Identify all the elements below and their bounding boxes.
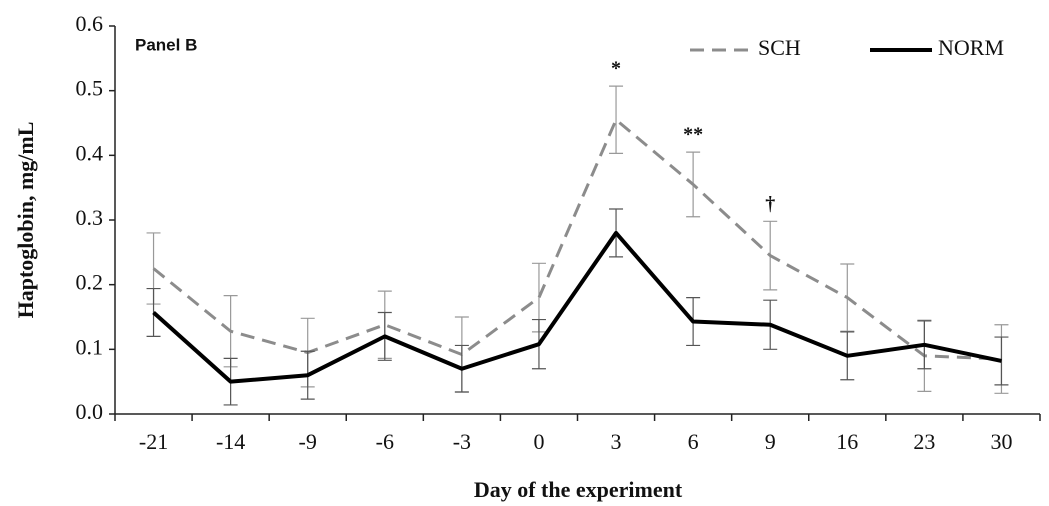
x-tick-label: 16 xyxy=(836,429,858,454)
y-tick-label: 0.1 xyxy=(76,334,104,359)
series-line xyxy=(152,118,1002,361)
y-tick-label: 0.6 xyxy=(76,11,104,36)
x-tick-label: -21 xyxy=(139,429,168,454)
x-tick-label: -9 xyxy=(299,429,317,454)
x-tick-label: 6 xyxy=(688,429,699,454)
series-line xyxy=(152,230,1002,384)
legend-label: NORM xyxy=(938,35,1004,60)
error-bar xyxy=(609,85,624,154)
x-tick-label: -3 xyxy=(453,429,471,454)
y-tick-label: 0.0 xyxy=(76,399,104,424)
x-tick-label: 3 xyxy=(611,429,622,454)
annotation: † xyxy=(765,193,775,215)
x-tick-label: -6 xyxy=(376,429,394,454)
annotation: ** xyxy=(683,124,703,146)
annotation: * xyxy=(611,58,621,80)
y-tick-label: 0.4 xyxy=(76,140,104,165)
x-tick-label: 0 xyxy=(533,429,544,454)
panel-label: Panel B xyxy=(135,35,197,54)
x-tick-label: -14 xyxy=(216,429,245,454)
y-tick-label: 0.3 xyxy=(76,205,104,230)
y-axis-title: Haptoglobin, mg/mL xyxy=(13,122,38,319)
x-tick-label: 9 xyxy=(765,429,776,454)
legend-label: SCH xyxy=(758,35,801,60)
y-tick-label: 0.5 xyxy=(76,76,104,101)
error-bar xyxy=(994,336,1009,386)
x-tick-label: 30 xyxy=(990,429,1012,454)
x-axis-title: Day of the experiment xyxy=(474,477,683,502)
y-tick-label: 0.2 xyxy=(76,270,104,295)
x-tick-label: 23 xyxy=(913,429,935,454)
